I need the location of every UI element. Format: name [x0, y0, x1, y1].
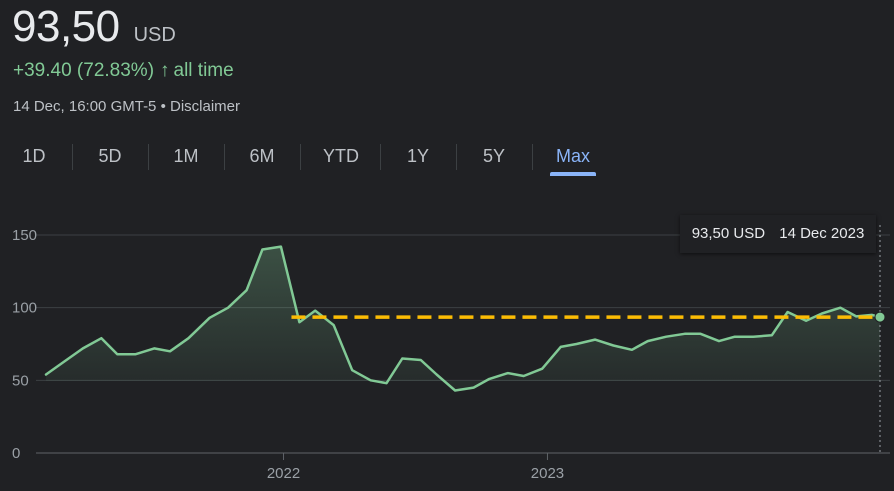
y-tick-label: 150	[12, 227, 37, 244]
tab-separator	[300, 144, 301, 170]
price-chart[interactable]: 0 50 100 150 2022 2023	[0, 200, 894, 491]
y-tick-label: 100	[12, 300, 37, 317]
current-point	[874, 311, 886, 323]
tab-1y[interactable]: 1Y	[406, 146, 430, 166]
price-header: 93,50 USD	[12, 2, 176, 52]
tab-separator	[224, 144, 225, 170]
price-tooltip: 93,50 USD 14 Dec 2023	[680, 215, 876, 253]
tab-separator	[148, 144, 149, 170]
tab-1m[interactable]: 1M	[173, 146, 199, 166]
change-value: +39.40 (72.83%)	[13, 60, 155, 81]
tab-separator	[380, 144, 381, 170]
active-tab-indicator	[550, 172, 596, 176]
tab-separator	[72, 144, 73, 170]
series-area	[46, 246, 880, 391]
tab-5y[interactable]: 5Y	[482, 146, 506, 166]
tab-ytd[interactable]: YTD	[323, 146, 359, 166]
price-change: +39.40 (72.83%) ↑ all time	[13, 60, 234, 82]
change-period: all time	[173, 60, 234, 81]
tooltip-value: 93,50 USD	[691, 225, 766, 242]
x-tick-label: 2023	[531, 465, 564, 482]
y-tick-label: 50	[12, 372, 29, 389]
up-arrow-icon: ↑	[160, 60, 170, 81]
y-tick-label: 0	[12, 445, 20, 462]
tab-5d[interactable]: 5D	[98, 146, 122, 166]
currency-label: USD	[133, 24, 176, 46]
disclaimer-link[interactable]: • Disclaimer	[160, 98, 241, 115]
quote-meta: 14 Dec, 16:00 GMT-5 • Disclaimer	[13, 98, 240, 115]
tab-1d[interactable]: 1D	[22, 146, 46, 166]
timestamp: 14 Dec, 16:00 GMT-5	[13, 98, 157, 115]
tab-max[interactable]: Max	[550, 140, 596, 176]
tab-separator	[532, 144, 533, 170]
tooltip-date: 14 Dec 2023	[779, 225, 865, 242]
current-price: 93,50	[12, 2, 120, 51]
tab-6m[interactable]: 6M	[249, 146, 275, 166]
price-line	[44, 245, 882, 392]
range-tabs: 1D 5D 1M 6M YTD 1Y 5Y Max	[0, 140, 894, 180]
x-tick-label: 2022	[267, 465, 300, 482]
tab-separator	[456, 144, 457, 170]
